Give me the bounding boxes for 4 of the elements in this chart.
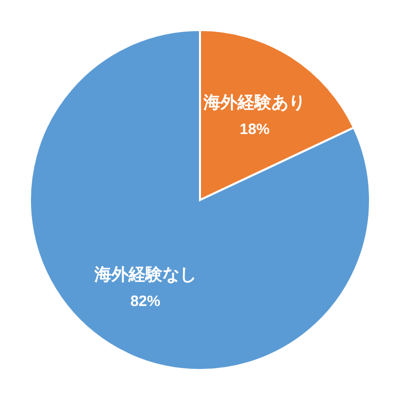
slice-label: 海外経験なし [93, 265, 196, 284]
data-label: 18% [240, 120, 270, 138]
data-label: 82% [130, 293, 160, 310]
slice-label: 海外経験あり [202, 92, 306, 112]
